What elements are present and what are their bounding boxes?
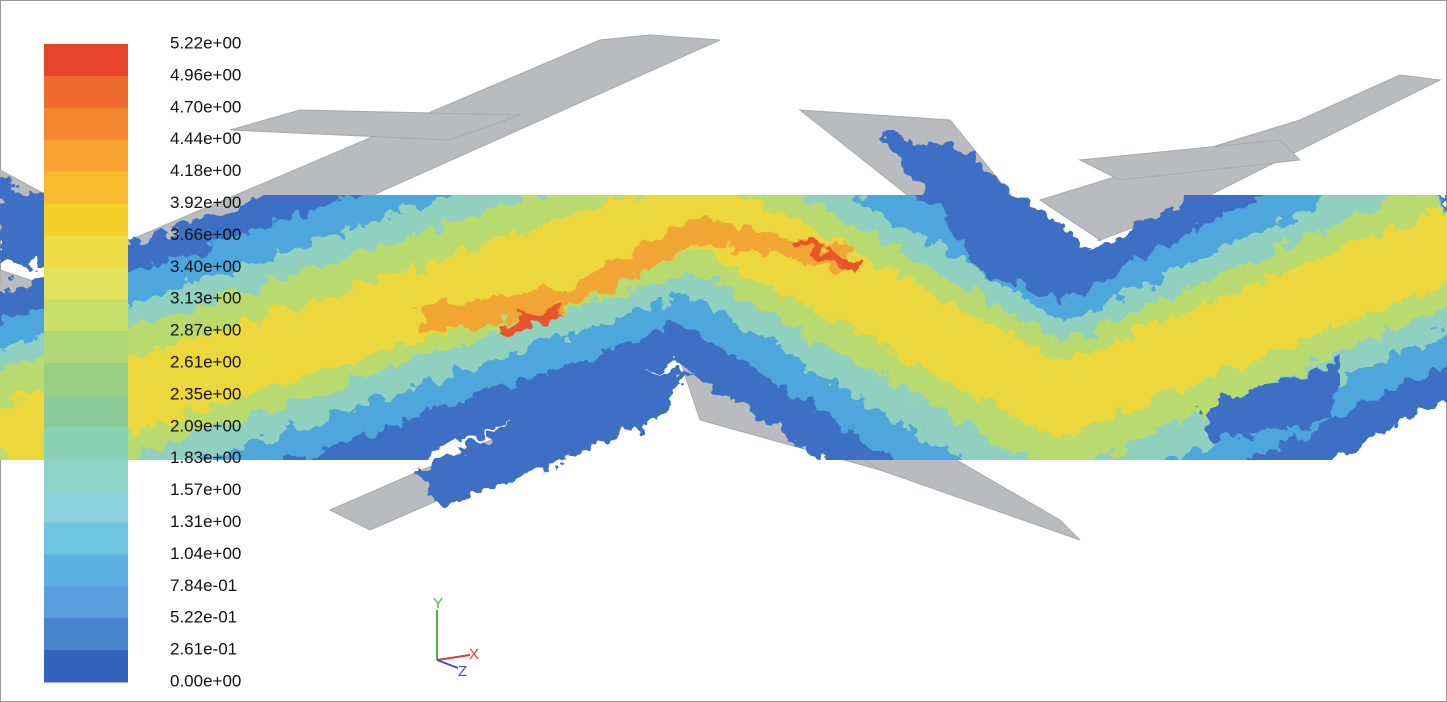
colorbar-label: 2.35e+00 bbox=[170, 384, 241, 403]
colorbar-band bbox=[44, 267, 128, 299]
colorbar-label: 4.44e+00 bbox=[170, 129, 241, 148]
colorbar-label: 2.61e+00 bbox=[170, 352, 241, 371]
colorbar-band bbox=[44, 491, 128, 523]
page: 5.22e+00 4.96e+00 4.70e+00 4.44e+00 4.18e+00… bbox=[0, 0, 1447, 702]
colorbar-band bbox=[44, 140, 128, 172]
colorbar-band bbox=[44, 172, 128, 204]
colorbar-band bbox=[44, 76, 128, 108]
colorbar-band bbox=[44, 44, 128, 76]
colorbar-label: 2.87e+00 bbox=[170, 321, 241, 340]
colorbar-label: 5.22e-01 bbox=[170, 608, 237, 627]
colorbar-label: 3.13e+00 bbox=[170, 289, 241, 308]
colorbar-band bbox=[44, 650, 128, 682]
y-axis-label: Y bbox=[433, 595, 443, 612]
colorbar-label: 1.83e+00 bbox=[170, 448, 241, 467]
colorbar-band bbox=[44, 363, 128, 395]
colorbar-band bbox=[44, 108, 128, 140]
colorbar-labels: 5.22e+00 4.96e+00 4.70e+00 4.44e+00 4.18e+00… bbox=[170, 33, 241, 690]
colorbar-band bbox=[44, 299, 128, 331]
colorbar-label: 2.61e-01 bbox=[170, 640, 237, 659]
colorbar-band bbox=[44, 618, 128, 650]
colorbar-label: 1.57e+00 bbox=[170, 480, 241, 499]
z-axis-label: Z bbox=[458, 663, 467, 680]
colorbar bbox=[44, 44, 128, 683]
colorbar-band bbox=[44, 395, 128, 427]
colorbar-label: 3.66e+00 bbox=[170, 225, 241, 244]
colorbar-label: 0.00e+00 bbox=[170, 671, 241, 690]
colorbar-band bbox=[44, 427, 128, 459]
x-axis-label: X bbox=[469, 646, 479, 663]
colorbar-label: 1.04e+00 bbox=[170, 544, 241, 563]
colorbar-label: 3.92e+00 bbox=[170, 193, 241, 212]
colorbar-label: 4.18e+00 bbox=[170, 161, 241, 180]
colorbar-label: 5.22e+00 bbox=[170, 33, 241, 52]
colorbar-label: 1.31e+00 bbox=[170, 512, 241, 531]
colorbar-label: 2.09e+00 bbox=[170, 416, 241, 435]
colorbar-label: 7.84e-01 bbox=[170, 576, 237, 595]
colorbar-band bbox=[44, 554, 128, 586]
colorbar-label: 3.40e+00 bbox=[170, 257, 241, 276]
viewport: 5.22e+00 4.96e+00 4.70e+00 4.44e+00 4.18e+00… bbox=[0, 0, 1447, 702]
colorbar-band bbox=[44, 204, 128, 236]
colorbar-band bbox=[44, 331, 128, 363]
colorbar-band bbox=[44, 235, 128, 267]
colorbar-label: 4.96e+00 bbox=[170, 65, 241, 84]
colorbar-band bbox=[44, 523, 128, 555]
colorbar-band bbox=[44, 459, 128, 491]
colorbar-band bbox=[44, 586, 128, 618]
colorbar-label: 4.70e+00 bbox=[170, 97, 241, 116]
